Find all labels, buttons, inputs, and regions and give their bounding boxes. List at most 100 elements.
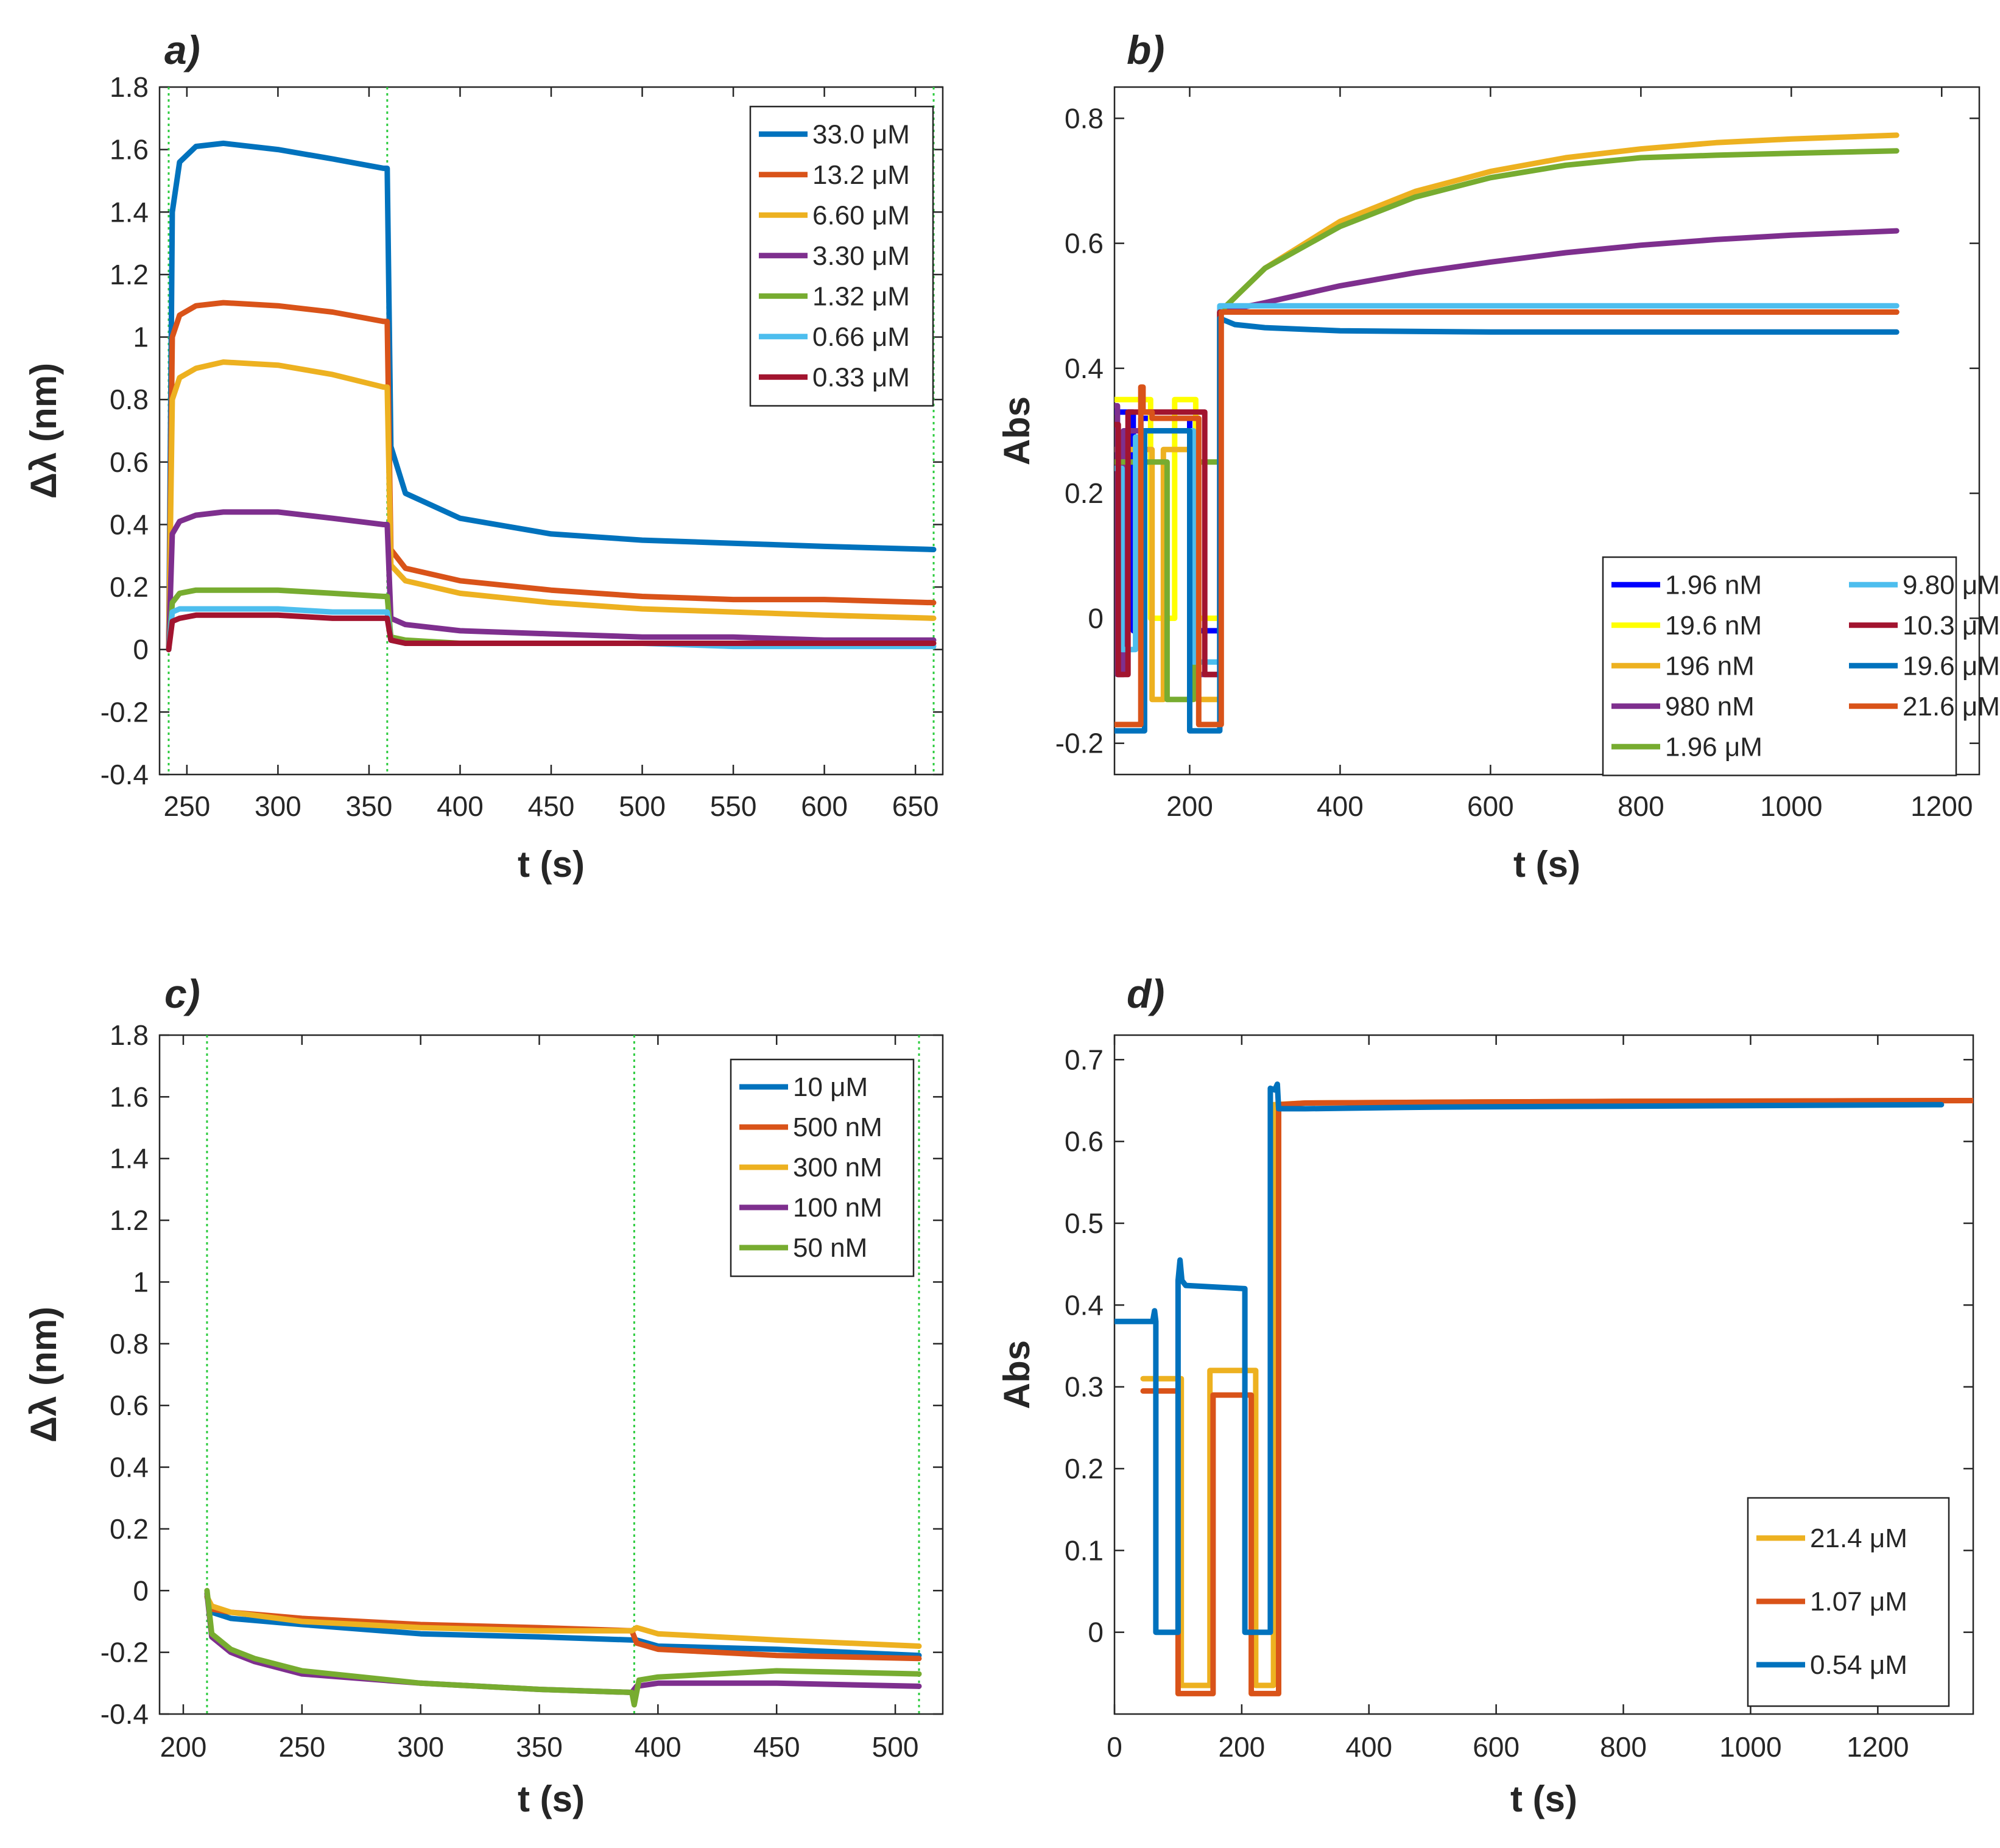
- legend-label: 10.3 μM: [1903, 611, 2000, 641]
- y-tick-label: 1.4: [110, 1143, 149, 1175]
- x-tick-label: 450: [528, 790, 575, 822]
- plot-area: [166, 140, 937, 653]
- series-line: [166, 612, 937, 653]
- legend-label: 300 nM: [793, 1153, 882, 1182]
- y-tick-label: 0: [133, 1575, 149, 1606]
- x-tick-label: 300: [255, 790, 301, 822]
- legend-label: 13.2 μM: [812, 160, 910, 190]
- x-axis-label: t (s): [1513, 844, 1580, 885]
- y-axis-label: Abs: [996, 396, 1037, 465]
- y-tick-label: 0.4: [110, 508, 149, 540]
- legend: 21.4 μM 1.07 μM 0.54 μM: [1747, 1497, 1950, 1707]
- legend: 1.96 nM 19.6 nM 196 nM 980 nM 1.96 μM 9.80 μM…: [1602, 556, 2000, 776]
- y-tick-label: 0: [1088, 1617, 1104, 1648]
- plot-area: [1114, 1081, 1973, 1696]
- y-tick-label: 0.3: [1065, 1371, 1104, 1403]
- x-axis-label: t (s): [1510, 1779, 1577, 1819]
- panel-a: a) 250 300 350 400 450 500 550 600 650 -0.4 -0.2 0 0.…: [23, 27, 944, 885]
- legend: 33.0 μM 13.2 μM 6.60 μM 3.30 μM 1.32 μM 0.66 …: [749, 105, 934, 407]
- legend-label: 1.32 μM: [812, 281, 910, 311]
- legend-label: 500 nM: [793, 1112, 882, 1142]
- x-tick-label: 800: [1600, 1731, 1647, 1763]
- x-tick-label: 250: [278, 1731, 325, 1763]
- legend-label: 19.6 μM: [1903, 651, 2000, 681]
- legend-label: 21.6 μM: [1903, 692, 2000, 722]
- y-tick-label: -0.4: [100, 759, 149, 790]
- y-tick-label: 1.4: [110, 196, 149, 228]
- y-axis-label: Δλ (nm): [23, 1307, 64, 1442]
- legend-label: 3.30 μM: [812, 241, 910, 271]
- x-tick-label: 500: [619, 790, 666, 822]
- y-tick-label: 0.6: [110, 446, 149, 478]
- plot-area: [204, 1587, 922, 1708]
- series-line: [204, 1593, 922, 1649]
- y-tick-label: -0.2: [100, 1637, 149, 1668]
- legend-label: 0.66 μM: [812, 322, 910, 352]
- x-tick-label: 400: [1317, 790, 1364, 822]
- panel-tag: a): [164, 27, 200, 72]
- x-tick-label: 300: [397, 1731, 444, 1763]
- y-tick-label: 0.8: [110, 1328, 149, 1360]
- y-tick-label: 0.6: [1065, 228, 1104, 259]
- y-tick-label: -0.2: [100, 696, 149, 728]
- y-tick-label: 0.6: [110, 1390, 149, 1421]
- y-tick-label: 0.5: [1065, 1207, 1104, 1239]
- series-line: [166, 509, 937, 653]
- y-axis-label: Abs: [996, 1340, 1037, 1409]
- legend-label: 1.96 μM: [1665, 732, 1762, 762]
- x-tick-label: 1000: [1760, 790, 1822, 822]
- series-line: [1140, 1098, 1973, 1696]
- series-line: [1114, 309, 1900, 728]
- x-tick-label: 200: [1166, 790, 1213, 822]
- x-tick-label: 1200: [1910, 790, 1973, 822]
- plot-area: [1114, 132, 1900, 734]
- y-tick-label: 1.8: [110, 1019, 149, 1051]
- y-tick-label: -0.4: [100, 1698, 149, 1730]
- y-tick-label: 1: [133, 1266, 149, 1298]
- series-line: [166, 300, 937, 653]
- series-line: [1114, 315, 1900, 734]
- x-tick-label: 600: [1467, 790, 1514, 822]
- x-tick-label: 650: [892, 790, 939, 822]
- x-tick-label: 1000: [1719, 1731, 1781, 1763]
- y-tick-label: 0: [133, 634, 149, 666]
- y-tick-label: 0.1: [1065, 1534, 1104, 1566]
- x-tick-label: 200: [1219, 1731, 1266, 1763]
- y-tick-label: 0.2: [110, 1513, 149, 1545]
- y-tick-label: 0.4: [110, 1452, 149, 1483]
- y-tick-label: -0.2: [1055, 728, 1104, 759]
- series-line: [204, 1593, 922, 1659]
- legend-label: 196 nM: [1665, 651, 1755, 681]
- x-tick-label: 600: [1473, 1731, 1519, 1763]
- series-line: [1114, 148, 1900, 703]
- y-tick-label: 0.2: [1065, 1453, 1104, 1484]
- x-tick-label: 200: [160, 1731, 207, 1763]
- x-axis-label: t (s): [518, 1779, 585, 1819]
- y-tick-label: 1.6: [110, 134, 149, 166]
- y-tick-label: 1.2: [110, 1204, 149, 1236]
- legend-label: 21.4 μM: [1810, 1523, 1907, 1553]
- y-tick-label: 1.8: [110, 71, 149, 103]
- legend-label: 9.80 μM: [1903, 570, 2000, 600]
- x-tick-label: 600: [801, 790, 848, 822]
- y-tick-label: 0: [1088, 602, 1104, 634]
- y-tick-label: 1: [133, 321, 149, 353]
- legend-label: 50 nM: [793, 1233, 867, 1263]
- y-axis-label: Δλ (nm): [23, 363, 64, 499]
- y-tick-label: 0.7: [1065, 1044, 1104, 1075]
- legend: 10 μM 500 nM 300 nM 100 nM 50 nM: [730, 1058, 915, 1277]
- x-tick-label: 400: [437, 790, 484, 822]
- x-tick-label: 400: [635, 1731, 681, 1763]
- x-tick-label: 550: [710, 790, 757, 822]
- y-tick-label: 0.6: [1065, 1126, 1104, 1158]
- axes-frame: [1113, 1034, 1974, 1715]
- x-tick-label: 350: [346, 790, 393, 822]
- y-tick-label: 0.2: [110, 571, 149, 603]
- panel-tag: b): [1127, 27, 1164, 72]
- y-tick-label: 0.4: [1065, 353, 1104, 384]
- legend-label: 980 nM: [1665, 692, 1755, 722]
- x-tick-label: 1200: [1847, 1731, 1909, 1763]
- legend-label: 100 nM: [793, 1193, 882, 1223]
- axes-frame: [1113, 86, 1981, 776]
